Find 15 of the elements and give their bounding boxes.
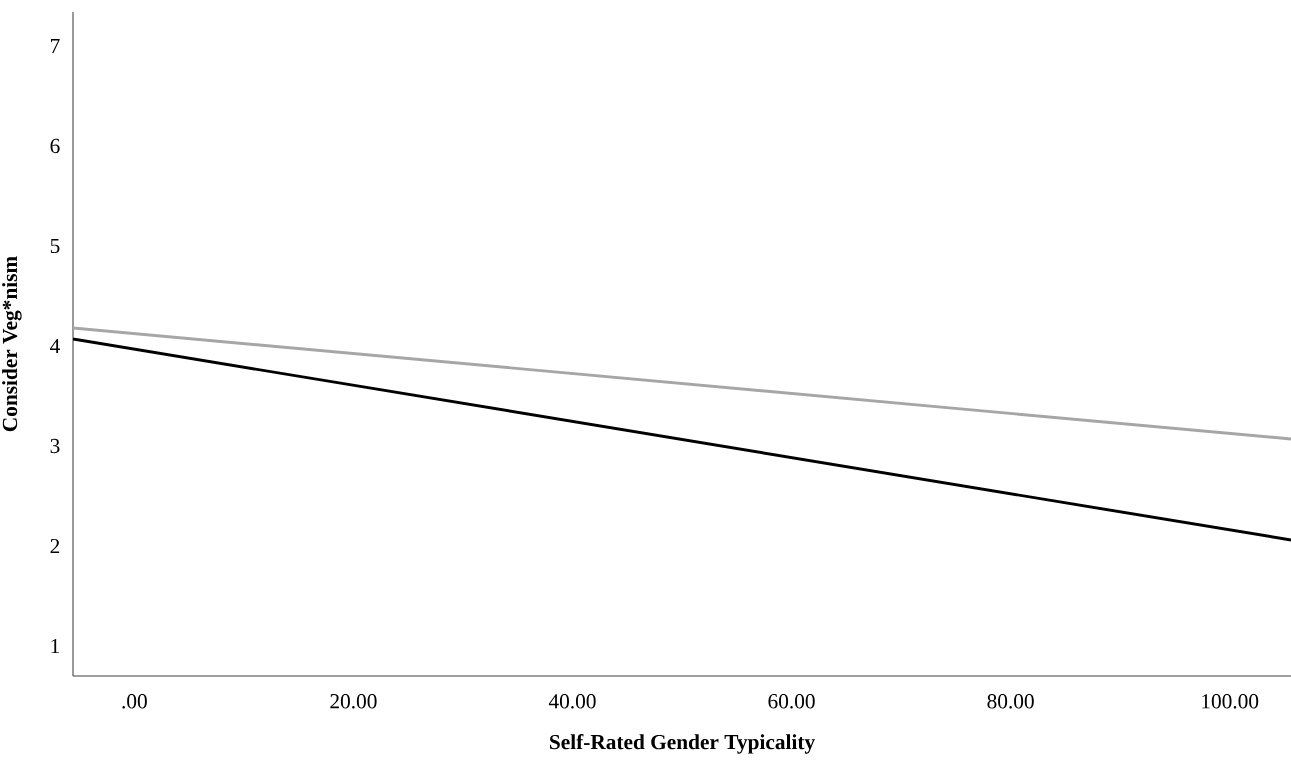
x-tick-label: 40.00 (548, 694, 596, 709)
y-tick-label: 2 (50, 538, 60, 554)
x-axis-title: Self-Rated Gender Typicality (550, 734, 815, 754)
x-tick-label: 80.00 (987, 694, 1034, 709)
x-tick-label: 100.00 (1202, 694, 1259, 709)
y-tick-label: 6 (50, 138, 60, 154)
y-axis-title: Consider Veg*nism (2, 256, 22, 432)
y-tick-label: 3 (50, 438, 60, 454)
x-tick-label: .00 (122, 694, 147, 709)
y-tick-label: 4 (50, 338, 60, 354)
x-tick-label: 60.00 (768, 694, 815, 709)
y-tick-label: 7 (51, 39, 60, 53)
y-tick-label: 1 (51, 638, 60, 654)
x-tick-label: 20.00 (330, 694, 377, 709)
y-tick-label: 5 (50, 238, 60, 254)
